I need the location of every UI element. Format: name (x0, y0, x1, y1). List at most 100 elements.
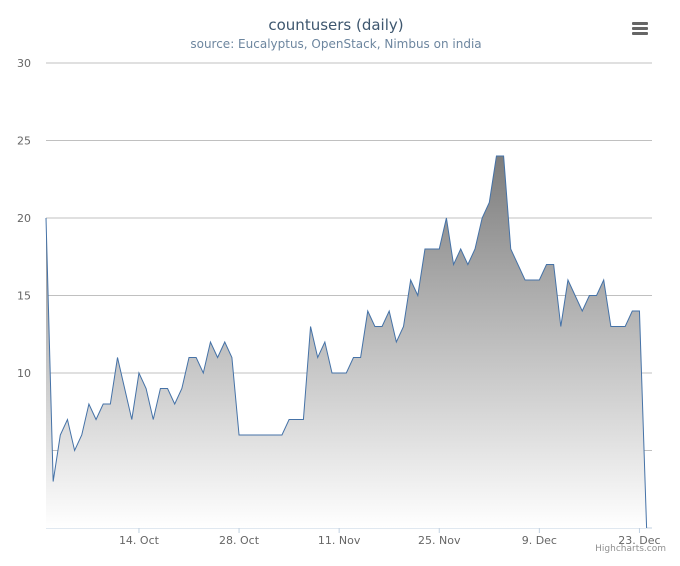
data-point[interactable] (617, 325, 619, 327)
y-tick-label: 15 (17, 290, 31, 303)
chart-title: countusers (daily) (268, 16, 404, 34)
data-point[interactable] (552, 263, 554, 265)
data-point[interactable] (159, 387, 161, 389)
data-point[interactable] (309, 325, 311, 327)
data-point[interactable] (524, 279, 526, 281)
data-point[interactable] (145, 387, 147, 389)
data-point[interactable] (274, 434, 276, 436)
data-point[interactable] (610, 325, 612, 327)
data-point[interactable] (352, 356, 354, 358)
data-point[interactable] (209, 341, 211, 343)
data-point[interactable] (574, 294, 576, 296)
data-point[interactable] (138, 372, 140, 374)
data-point[interactable] (531, 279, 533, 281)
export-menu-button[interactable] (628, 18, 652, 40)
data-point[interactable] (460, 248, 462, 250)
data-point[interactable] (388, 310, 390, 312)
data-point[interactable] (538, 279, 540, 281)
data-point[interactable] (338, 372, 340, 374)
data-point[interactable] (359, 356, 361, 358)
y-tick-label: 20 (17, 212, 31, 225)
data-point[interactable] (288, 418, 290, 420)
data-point[interactable] (367, 310, 369, 312)
data-point[interactable] (624, 325, 626, 327)
data-point[interactable] (152, 418, 154, 420)
x-tick-label: 9. Dec (522, 534, 557, 547)
data-point[interactable] (645, 527, 647, 529)
data-point[interactable] (402, 325, 404, 327)
data-point[interactable] (424, 248, 426, 250)
data-point[interactable] (395, 341, 397, 343)
data-point[interactable] (102, 403, 104, 405)
data-point[interactable] (245, 434, 247, 436)
data-point[interactable] (581, 310, 583, 312)
data-point[interactable] (603, 279, 605, 281)
data-point[interactable] (324, 341, 326, 343)
data-point[interactable] (166, 387, 168, 389)
data-point[interactable] (52, 480, 54, 482)
data-point[interactable] (452, 263, 454, 265)
data-point[interactable] (502, 155, 504, 157)
data-point[interactable] (216, 356, 218, 358)
data-point[interactable] (259, 434, 261, 436)
credits-link[interactable]: Highcharts.com (595, 544, 666, 554)
x-tick-label: 25. Nov (418, 534, 461, 547)
data-point[interactable] (631, 310, 633, 312)
data-point[interactable] (517, 263, 519, 265)
data-point[interactable] (474, 248, 476, 250)
data-point[interactable] (238, 434, 240, 436)
data-point[interactable] (188, 356, 190, 358)
hamburger-menu-icon (632, 22, 648, 25)
data-point[interactable] (488, 201, 490, 203)
data-point[interactable] (588, 294, 590, 296)
data-point[interactable] (345, 372, 347, 374)
data-point[interactable] (495, 155, 497, 157)
data-point[interactable] (131, 418, 133, 420)
data-point[interactable] (417, 294, 419, 296)
data-point[interactable] (174, 403, 176, 405)
y-tick-label: 30 (17, 57, 31, 70)
data-point[interactable] (109, 403, 111, 405)
data-point[interactable] (545, 263, 547, 265)
data-point[interactable] (302, 418, 304, 420)
data-point[interactable] (95, 418, 97, 420)
data-point[interactable] (467, 263, 469, 265)
data-point[interactable] (81, 434, 83, 436)
data-point[interactable] (295, 418, 297, 420)
data-point[interactable] (88, 403, 90, 405)
series-line[interactable] (45, 155, 648, 529)
x-tick-label: 11. Nov (318, 534, 361, 547)
data-point[interactable] (224, 341, 226, 343)
data-point[interactable] (567, 279, 569, 281)
data-point[interactable] (231, 356, 233, 358)
data-point[interactable] (123, 387, 125, 389)
data-point[interactable] (409, 279, 411, 281)
data-point[interactable] (331, 372, 333, 374)
data-point[interactable] (317, 356, 319, 358)
data-point[interactable] (266, 434, 268, 436)
data-point[interactable] (438, 248, 440, 250)
data-point[interactable] (431, 248, 433, 250)
data-point[interactable] (59, 434, 61, 436)
data-point[interactable] (374, 325, 376, 327)
data-point[interactable] (73, 449, 75, 451)
data-point[interactable] (638, 310, 640, 312)
data-point[interactable] (66, 418, 68, 420)
data-point[interactable] (252, 434, 254, 436)
data-point[interactable] (481, 217, 483, 219)
data-point[interactable] (45, 217, 47, 219)
x-tick-label: 28. Oct (219, 534, 260, 547)
data-point[interactable] (510, 248, 512, 250)
data-point[interactable] (445, 217, 447, 219)
data-point[interactable] (281, 434, 283, 436)
data-point[interactable] (560, 325, 562, 327)
data-point[interactable] (116, 356, 118, 358)
y-tick-label: 10 (17, 367, 31, 380)
data-point[interactable] (181, 387, 183, 389)
data-point[interactable] (381, 325, 383, 327)
y-tick-label: 25 (17, 135, 31, 148)
data-point[interactable] (195, 356, 197, 358)
data-point[interactable] (595, 294, 597, 296)
data-point[interactable] (202, 372, 204, 374)
